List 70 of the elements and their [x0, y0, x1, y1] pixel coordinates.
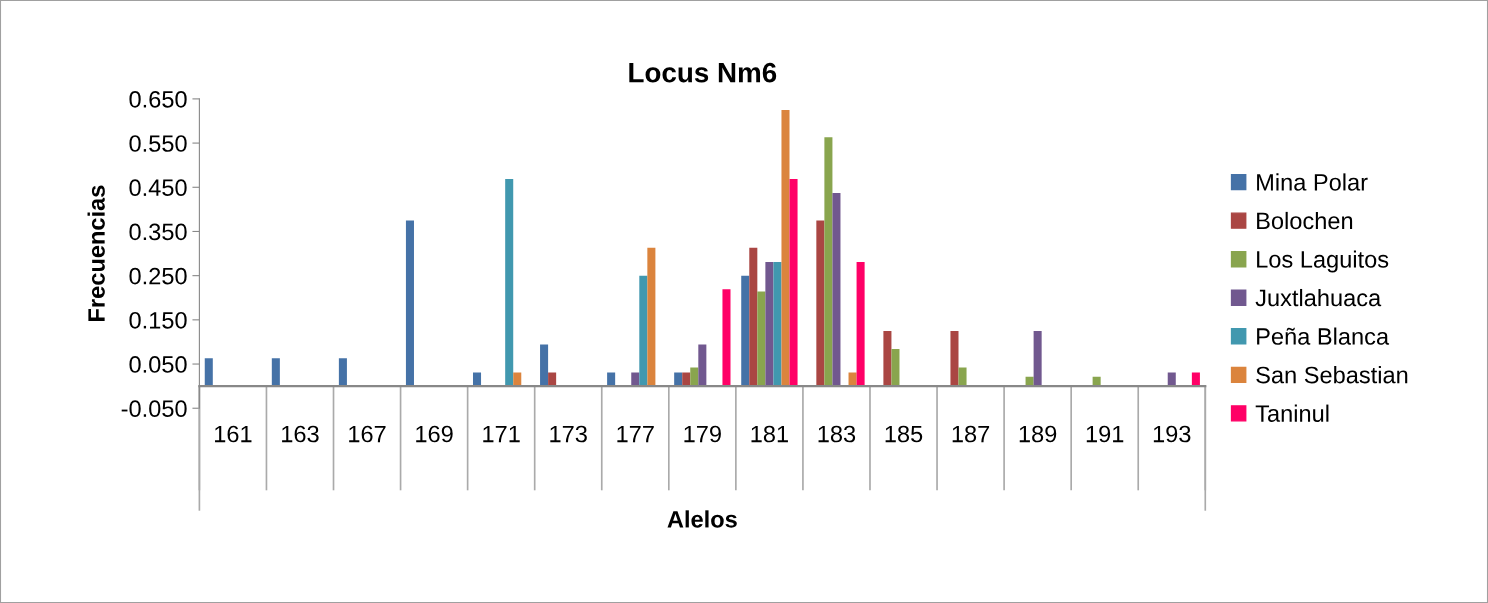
- legend-label: San Sebastian: [1256, 366, 1408, 384]
- x-axis-title: Alelos: [667, 510, 737, 528]
- y-tick-label: 0.050: [129, 356, 187, 373]
- bar: [607, 372, 616, 387]
- x-tick-label: 179: [684, 425, 721, 443]
- y-tick-label: 0.450: [129, 179, 187, 197]
- bar: [773, 261, 782, 387]
- x-tick-label: 191: [1086, 425, 1124, 443]
- legend-label: Los Laguitos: [1257, 250, 1389, 273]
- bar: [856, 261, 865, 387]
- bar: [1167, 372, 1176, 387]
- bar: [891, 349, 900, 387]
- bar: [682, 372, 691, 387]
- bar: [958, 367, 967, 387]
- bar: [548, 372, 557, 387]
- x-tick-label: 187: [952, 425, 990, 443]
- bar: [765, 261, 774, 387]
- x-tick-label: 181: [751, 425, 788, 443]
- y-tick-label: 0.150: [129, 311, 187, 329]
- x-tick-label: 171: [483, 425, 520, 443]
- y-tick-label: 0.250: [129, 267, 187, 285]
- bar: [674, 372, 683, 387]
- bar: [513, 372, 522, 387]
- bar: [690, 367, 699, 387]
- bar: [757, 291, 766, 387]
- bar: [950, 330, 959, 387]
- legend-label: Taninul: [1255, 404, 1329, 422]
- chart-title: Locus Nm6: [629, 62, 777, 83]
- y-tick-label: -0.050: [121, 400, 187, 418]
- bar: [540, 344, 549, 387]
- bar: [1033, 330, 1042, 387]
- x-tick-label: 163: [282, 425, 319, 443]
- x-tick-label: 185: [885, 425, 923, 443]
- bar: [824, 137, 833, 387]
- legend-label: Juxtlahuaca: [1255, 288, 1382, 307]
- bar: [816, 220, 825, 387]
- legend-label: Bolochen: [1257, 211, 1353, 230]
- x-tick-label: 183: [818, 425, 856, 443]
- legend-label: Mina Polar: [1257, 173, 1368, 191]
- x-tick-label: 173: [550, 425, 587, 443]
- bar: [639, 275, 648, 387]
- x-tick-label: 169: [416, 425, 453, 443]
- bar: [338, 358, 347, 387]
- y-tick-label: 0.650: [129, 90, 187, 108]
- x-tick-label: 189: [1019, 425, 1057, 443]
- bar: [722, 289, 731, 387]
- bar: [647, 247, 656, 387]
- bar: [832, 193, 841, 387]
- x-tick-label: 167: [349, 425, 386, 443]
- bar: [505, 178, 514, 387]
- bar: [698, 344, 707, 387]
- bar: [631, 372, 640, 387]
- x-tick-label: 177: [617, 425, 654, 443]
- y-axis-title: Frecuencias: [87, 185, 105, 321]
- bar: [204, 358, 213, 387]
- bar: [848, 372, 857, 387]
- bar: [749, 247, 758, 387]
- bar: [789, 178, 798, 387]
- bar: [271, 358, 280, 387]
- x-tick-label: 193: [1153, 425, 1191, 443]
- bar: [472, 372, 482, 387]
- bar: [405, 220, 414, 387]
- y-tick-label: 0.350: [129, 223, 187, 241]
- y-tick-label: 0.550: [129, 135, 187, 152]
- bar: [741, 275, 750, 387]
- bar: [781, 109, 790, 387]
- bar: [883, 330, 892, 387]
- legend-label: Peña Blanca: [1257, 327, 1390, 345]
- x-tick-label: 161: [215, 425, 252, 443]
- bar: [1191, 372, 1200, 387]
